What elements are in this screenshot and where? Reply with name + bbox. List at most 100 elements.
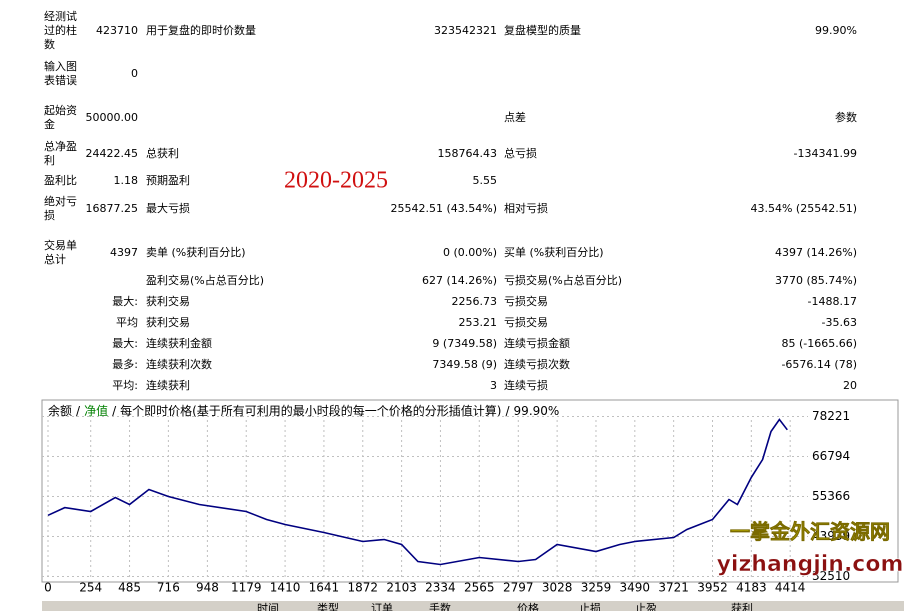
stat-value: 24422.45 <box>85 147 139 160</box>
stat-value: 423710 <box>96 24 138 37</box>
x-tick-label: 1179 <box>231 581 262 595</box>
table-header-bg <box>42 601 904 611</box>
stat-label: 卖单 (%获利百分比) <box>146 246 246 259</box>
stat-value: 9 (7349.58) <box>432 337 497 350</box>
stat-label: 连续获利金额 <box>146 337 212 350</box>
stat-value: 4397 (14.26%) <box>774 246 857 259</box>
x-tick-label: 3259 <box>581 581 612 595</box>
x-tick-label: 3952 <box>697 581 728 595</box>
stat-value: 平均: <box>112 379 138 392</box>
table-header-cell: 订单 <box>371 602 393 611</box>
legend-item: 99.90% <box>514 404 560 418</box>
x-tick-label: 1872 <box>347 581 378 595</box>
stats-row: 盈利比 1.18 预期盈利 5.55 <box>0 174 904 188</box>
stat-value: 4397 <box>110 246 138 259</box>
stat-value: 最大: <box>112 337 138 350</box>
stat-value: 2256.73 <box>451 295 498 308</box>
legend-separator: / <box>76 404 81 418</box>
table-header-cell: 止盈 <box>635 602 657 611</box>
x-tick-label: 3490 <box>620 581 651 595</box>
x-tick-label: 254 <box>79 581 102 595</box>
stat-value: 平均 <box>116 316 138 329</box>
chart-frame <box>41 399 899 583</box>
stat-value: 50000.00 <box>85 111 139 124</box>
stat-label: 预期盈利 <box>146 174 190 187</box>
legend-separator: / <box>112 404 117 418</box>
stats-row: 平均 获利交易 253.21 亏损交易 -35.63 <box>0 316 904 330</box>
stat-value: -35.63 <box>821 316 857 329</box>
stat-value: 85 (-1665.66) <box>781 337 857 350</box>
stat-value: 627 (14.26%) <box>421 274 497 287</box>
year-overlay: 2020-2025 <box>284 168 388 194</box>
stats-row: 最大: 连续获利金额 9 (7349.58) 连续亏损金额 85 (-1665.66) <box>0 337 904 351</box>
stat-label: 连续亏损 <box>504 379 548 392</box>
y-tick-label: 43939 <box>812 529 850 543</box>
stat-label: 连续亏损金额 <box>504 337 570 350</box>
stat-value: 16877.25 <box>85 202 139 215</box>
stat-value: 最多: <box>112 358 138 371</box>
x-tick-label: 948 <box>196 581 219 595</box>
stat-value: 253.21 <box>458 316 498 329</box>
x-tick-label: 716 <box>157 581 180 595</box>
y-tick-label: 78221 <box>812 409 850 423</box>
table-header-cell: 类型 <box>317 601 339 611</box>
stat-value: 20 <box>843 379 857 392</box>
stat-label: 起始资金 <box>44 104 77 131</box>
stats-row: 经测试过的柱数 423710 用于复盘的即时价数量 323542321 复盘模型的质量 9… <box>0 8 904 54</box>
y-tick-label: 55366 <box>812 489 850 503</box>
stat-label: 相对亏损 <box>504 202 548 215</box>
balance-line <box>47 418 788 566</box>
legend-item: 每个即时价格(基于所有可利用的最小时段的每一个价格的分形插值计算) <box>120 403 501 418</box>
stats-row: 最大: 获利交易 2256.73 亏损交易 -1488.17 <box>0 295 904 309</box>
stats-row: 交易单总计 4397 卖单 (%获利百分比) 0 (0.00%) 买单 (%获利百分比)… <box>0 239 904 267</box>
stat-value: 5.55 <box>472 174 498 187</box>
x-tick-label: 4183 <box>736 581 767 595</box>
x-tick-label: 2565 <box>464 581 495 595</box>
stat-value: 3770 (85.74%) <box>774 274 857 287</box>
stat-label: 总获利 <box>146 147 179 160</box>
stat-label: 获利交易 <box>146 316 190 329</box>
x-tick-label: 1641 <box>309 581 340 595</box>
chart-legend: 余额 / 净值 / 每个即时价格(基于所有可利用的最小时段的每一个价格的分形插值计算) /… <box>48 403 559 418</box>
watermark-site: 一掌金外汇资源网 <box>730 520 890 544</box>
x-tick-label: 3721 <box>658 581 689 595</box>
stat-label: 亏损交易 <box>504 295 548 308</box>
watermark-url: yizhangjin.com <box>717 552 904 577</box>
stat-label: 用于复盘的即时价数量 <box>146 24 256 37</box>
stat-value: 参数 <box>835 111 857 124</box>
stat-label: 盈利交易(%占总百分比) <box>146 274 265 287</box>
x-tick-label: 3028 <box>542 581 573 595</box>
stat-value: 323542321 <box>434 24 497 37</box>
stat-value: -134341.99 <box>793 147 857 160</box>
table-header-cell: 时间 <box>257 602 279 611</box>
stat-value: 0 <box>131 67 138 80</box>
x-tick-label: 2334 <box>425 581 456 595</box>
stat-label: 盈利比 <box>44 174 77 187</box>
stat-label: 点差 <box>504 111 526 124</box>
stat-label: 交易单总计 <box>44 239 77 266</box>
stat-label: 连续亏损次数 <box>504 358 570 371</box>
stat-label: 连续获利次数 <box>146 358 212 371</box>
table-header-cell: 止损 <box>579 601 601 611</box>
stats-row: 最多: 连续获利次数 7349.58 (9) 连续亏损次数 -6576.14 (78) <box>0 358 904 372</box>
table-header-cell: 手数 <box>429 601 451 611</box>
stat-value: 158764.43 <box>437 147 498 160</box>
stat-label: 绝对亏损 <box>44 195 77 222</box>
stat-label: 最大亏损 <box>146 202 190 215</box>
stats-row: 盈利交易(%占总百分比) 627 (14.26%) 亏损交易(%占总百分比) 3770… <box>0 274 904 288</box>
stat-label: 买单 (%获利百分比) <box>504 246 604 259</box>
legend-item: 净值 <box>84 403 108 418</box>
table-header-cell: 获利 <box>731 602 753 611</box>
y-tick-label: 32510 <box>812 569 850 583</box>
stat-label: 经测试过的柱数 <box>44 10 77 51</box>
stat-label: 总净盈利 <box>44 140 77 167</box>
legend-separator: / <box>506 404 511 418</box>
stat-value: 7349.58 (9) <box>432 358 497 371</box>
stat-label: 连续获利 <box>146 379 190 392</box>
stat-value: 0 (0.00%) <box>442 246 497 259</box>
stat-label: 复盘模型的质量 <box>504 24 581 37</box>
stat-value: 25542.51 (43.54%) <box>390 202 497 215</box>
stats-row: 平均: 连续获利 3 连续亏损 20 <box>0 379 904 393</box>
stat-label: 亏损交易(%占总百分比) <box>504 274 623 287</box>
